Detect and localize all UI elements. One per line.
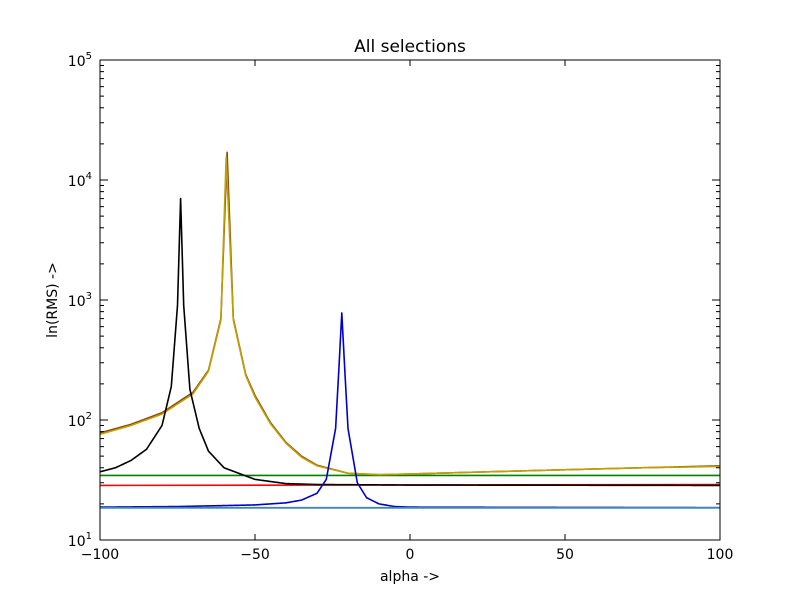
y-axis-label: ln(RMS) -> [45,262,61,338]
x-tick-label: −100 [81,547,119,563]
series-line-6 [100,197,720,487]
x-axis-label: alpha -> [380,569,440,585]
x-tick-label: 0 [406,547,415,563]
y-tick-label: 101 [68,531,92,550]
y-tick-label: 105 [68,51,92,70]
tick-layer: −100 −50 0 50 100 101 102 103 104 105 [68,51,734,563]
x-tick-label: 100 [707,547,734,563]
y-tick-label: 104 [68,171,92,190]
x-tick-label: −50 [240,547,270,563]
series-layer [100,151,720,509]
y-tick-label: 102 [68,411,92,430]
x-tick-label: 50 [556,547,574,563]
chart-title: All selections [354,37,466,57]
series-line-5 [100,156,720,476]
y-tick-label: 103 [68,291,92,310]
